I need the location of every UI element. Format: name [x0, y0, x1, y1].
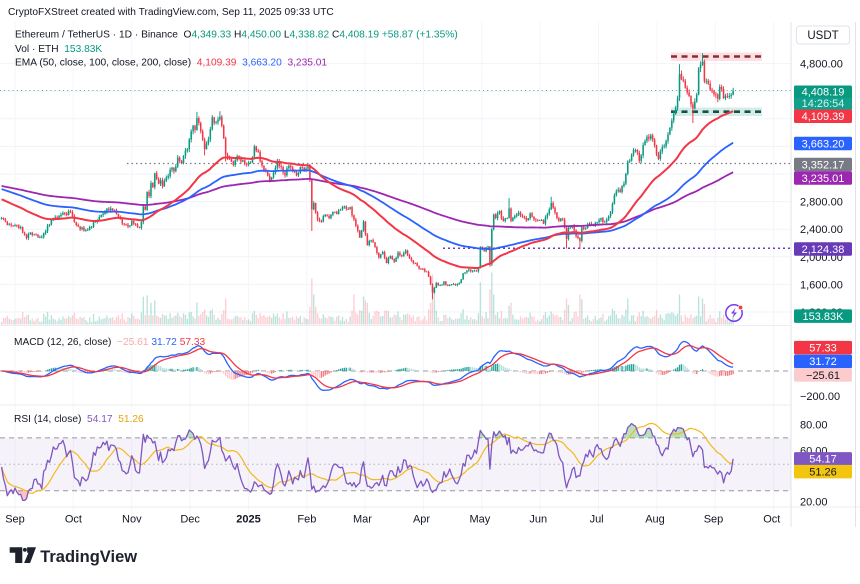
svg-text:153.83K: 153.83K [803, 311, 845, 323]
svg-text:May: May [470, 514, 491, 526]
svg-text:EMA (50, close, 100, close, 20: EMA (50, close, 100, close, 200, close) … [15, 58, 327, 69]
svg-text:Dec: Dec [180, 514, 200, 526]
svg-text:4,800.00: 4,800.00 [800, 59, 843, 71]
svg-text:4,408.19: 4,408.19 [802, 87, 845, 99]
svg-text:Apr: Apr [413, 514, 430, 526]
svg-text:Nov: Nov [122, 514, 142, 526]
svg-text:Oct: Oct [763, 514, 780, 526]
svg-text:Jun: Jun [529, 514, 547, 526]
svg-text:31.72: 31.72 [809, 356, 837, 368]
svg-text:4,109.39: 4,109.39 [802, 111, 845, 123]
svg-text:Ethereum / TetherUS · 1D · Bin: Ethereum / TetherUS · 1D · Binance O4,34… [15, 30, 458, 41]
svg-text:Sep: Sep [5, 514, 25, 526]
svg-text:RSI (14, close) 54.17 51.26: RSI (14, close) 54.17 51.26 [14, 414, 144, 425]
svg-text:1,600.00: 1,600.00 [800, 279, 843, 291]
svg-text:USDT: USDT [807, 30, 838, 42]
svg-text:−200.00: −200.00 [800, 391, 840, 403]
svg-text:57.33: 57.33 [809, 343, 837, 355]
svg-text:Jul: Jul [590, 514, 604, 526]
svg-text:3,352.17: 3,352.17 [802, 159, 845, 171]
svg-text:51.26: 51.26 [809, 467, 837, 479]
svg-text:54.17: 54.17 [809, 454, 837, 466]
svg-text:TradingView: TradingView [40, 548, 137, 566]
svg-text:20.00: 20.00 [800, 497, 828, 509]
svg-text:2025: 2025 [236, 514, 260, 526]
svg-text:Aug: Aug [645, 514, 665, 526]
svg-text:14:26:54: 14:26:54 [802, 98, 845, 110]
svg-text:Vol · ETH 153.83K: Vol · ETH 153.83K [15, 44, 102, 55]
svg-text:Mar: Mar [353, 514, 372, 526]
svg-text:80.00: 80.00 [800, 420, 828, 432]
svg-text:3,235.01: 3,235.01 [802, 173, 845, 185]
svg-text:Sep: Sep [704, 514, 724, 526]
svg-text:3,663.20: 3,663.20 [802, 139, 845, 151]
svg-text:2,400.00: 2,400.00 [800, 224, 843, 236]
svg-text:2,124.38: 2,124.38 [802, 244, 845, 256]
svg-text:−25.61: −25.61 [806, 370, 840, 382]
svg-text:2,800.00: 2,800.00 [800, 197, 843, 209]
svg-text:Feb: Feb [297, 514, 316, 526]
svg-text:MACD (12, 26, close) −25.61 3: MACD (12, 26, close) −25.61 31.72 57.33 [14, 337, 206, 348]
svg-text:CryptoFXStreet created with Tr: CryptoFXStreet created with TradingView.… [8, 7, 334, 18]
svg-text:Oct: Oct [65, 514, 82, 526]
